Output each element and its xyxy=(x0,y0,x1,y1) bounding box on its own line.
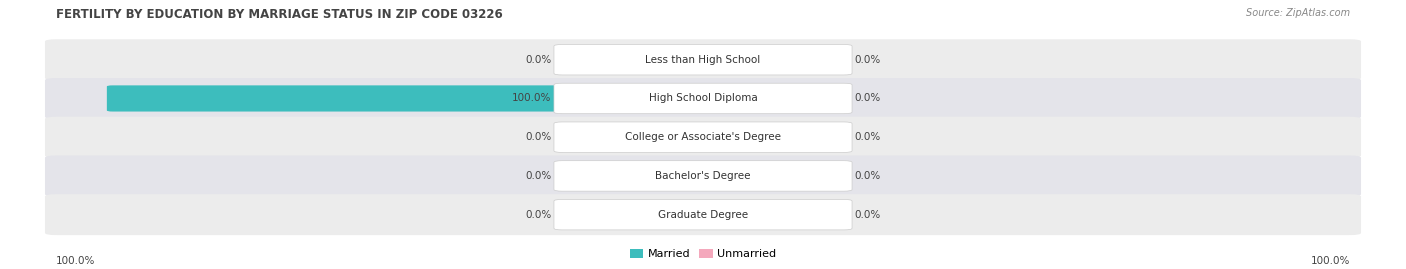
FancyBboxPatch shape xyxy=(658,163,709,189)
Text: 0.0%: 0.0% xyxy=(855,93,882,104)
FancyBboxPatch shape xyxy=(554,122,852,153)
Text: Less than High School: Less than High School xyxy=(645,55,761,65)
FancyBboxPatch shape xyxy=(697,201,748,228)
Text: 0.0%: 0.0% xyxy=(524,210,551,220)
Text: 0.0%: 0.0% xyxy=(855,132,882,142)
FancyBboxPatch shape xyxy=(554,199,852,230)
FancyBboxPatch shape xyxy=(658,47,709,73)
FancyBboxPatch shape xyxy=(697,124,748,150)
FancyBboxPatch shape xyxy=(45,117,1361,158)
Legend: Married, Unmarried: Married, Unmarried xyxy=(626,244,780,263)
Text: 0.0%: 0.0% xyxy=(855,210,882,220)
FancyBboxPatch shape xyxy=(107,85,709,112)
Text: Source: ZipAtlas.com: Source: ZipAtlas.com xyxy=(1246,8,1350,18)
Text: 0.0%: 0.0% xyxy=(855,55,882,65)
Text: High School Diploma: High School Diploma xyxy=(648,93,758,104)
Text: 100.0%: 100.0% xyxy=(56,256,96,266)
Text: 0.0%: 0.0% xyxy=(524,171,551,181)
FancyBboxPatch shape xyxy=(697,85,748,112)
Text: Graduate Degree: Graduate Degree xyxy=(658,210,748,220)
FancyBboxPatch shape xyxy=(554,44,852,75)
FancyBboxPatch shape xyxy=(554,161,852,191)
Text: 0.0%: 0.0% xyxy=(524,55,551,65)
Text: Bachelor's Degree: Bachelor's Degree xyxy=(655,171,751,181)
Text: 100.0%: 100.0% xyxy=(512,93,551,104)
FancyBboxPatch shape xyxy=(658,201,709,228)
Text: 0.0%: 0.0% xyxy=(855,171,882,181)
FancyBboxPatch shape xyxy=(658,124,709,150)
Text: College or Associate's Degree: College or Associate's Degree xyxy=(626,132,780,142)
FancyBboxPatch shape xyxy=(45,155,1361,196)
FancyBboxPatch shape xyxy=(45,78,1361,119)
FancyBboxPatch shape xyxy=(697,47,748,73)
Text: 100.0%: 100.0% xyxy=(1310,256,1350,266)
FancyBboxPatch shape xyxy=(45,39,1361,80)
Text: FERTILITY BY EDUCATION BY MARRIAGE STATUS IN ZIP CODE 03226: FERTILITY BY EDUCATION BY MARRIAGE STATU… xyxy=(56,8,503,21)
Text: 0.0%: 0.0% xyxy=(524,132,551,142)
FancyBboxPatch shape xyxy=(697,163,748,189)
FancyBboxPatch shape xyxy=(45,194,1361,235)
FancyBboxPatch shape xyxy=(554,83,852,114)
